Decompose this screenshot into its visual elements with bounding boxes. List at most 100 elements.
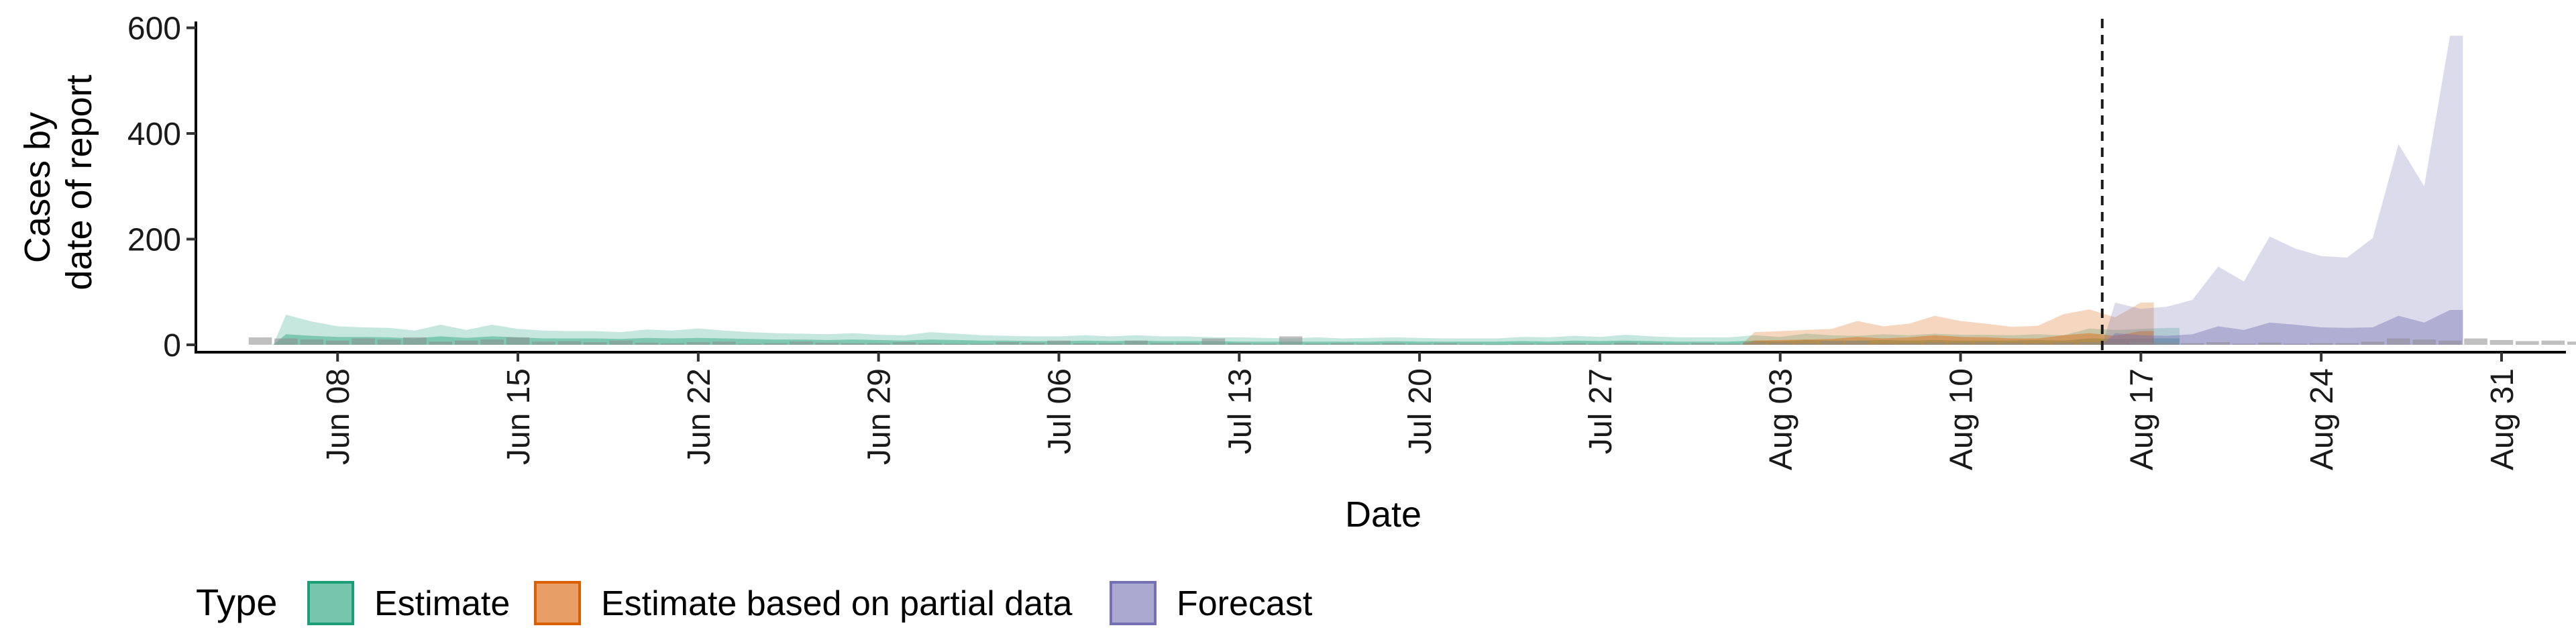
observed-bar <box>1923 342 1947 345</box>
y-axis-title-line1: Cases by <box>17 112 58 263</box>
y-axis-title: Cases by date of report <box>17 74 99 290</box>
x-tick-label: Aug 24 <box>2304 368 2340 470</box>
y-axis-title-line2: date of report <box>59 74 99 290</box>
observed-bar <box>1614 342 1638 345</box>
x-tick-label: Jun 29 <box>862 368 898 465</box>
observed-bar <box>2206 342 2230 345</box>
legend-label-forecast: Forecast <box>1177 584 1313 623</box>
observed-bar <box>1536 343 1560 345</box>
observed-bar <box>1691 343 1715 345</box>
observed-bar <box>661 343 684 345</box>
observed-bar <box>2516 341 2539 345</box>
observed-bar <box>1356 343 1380 345</box>
observed-bar <box>1485 344 1509 345</box>
observed-bar <box>1897 343 1921 345</box>
observed-bar <box>506 337 530 345</box>
observed-bar <box>635 342 659 345</box>
legend-label-partial: Estimate based on partial data <box>601 584 1073 623</box>
observed-bar <box>1228 343 1251 345</box>
observed-bar <box>2258 342 2282 345</box>
observed-bar <box>1717 343 1741 345</box>
observed-bar <box>1511 343 1534 345</box>
x-axis-title: Date <box>1345 494 1421 535</box>
observed-bar <box>867 343 890 345</box>
observed-bar <box>2051 342 2076 345</box>
observed-bar <box>377 339 401 345</box>
observed-bar <box>1305 343 1328 345</box>
observed-bar <box>429 341 453 345</box>
x-tick-label: Jul 13 <box>1222 368 1258 454</box>
observed-bar <box>1073 343 1097 345</box>
observed-bars <box>248 336 2576 345</box>
observed-bar <box>1124 340 1148 345</box>
observed-bar <box>1330 343 1354 345</box>
forecast-band-50 <box>2102 310 2463 345</box>
legend-key-partial <box>534 581 581 625</box>
y-tick-label: 0 <box>163 328 181 364</box>
legend-key-estimate <box>307 581 354 625</box>
observed-bar <box>1768 342 1792 345</box>
observed-bar <box>1949 342 1972 345</box>
observed-bar <box>1176 343 1199 345</box>
x-tick-label: Jul 06 <box>1042 368 1078 454</box>
observed-bar <box>1665 343 1689 345</box>
estimate-bands <box>273 36 2463 345</box>
observed-bar <box>996 342 1019 345</box>
observed-bar <box>2361 341 2385 345</box>
observed-bar <box>1562 343 1586 345</box>
observed-bar <box>1588 343 1612 345</box>
observed-bar <box>2078 342 2101 345</box>
x-tick-label: Aug 17 <box>2124 368 2159 470</box>
observed-bar <box>1201 338 1226 345</box>
observed-bar <box>815 342 839 345</box>
legend-title: Type <box>196 581 277 623</box>
observed-bar <box>274 338 298 345</box>
observed-bar <box>1021 342 1045 345</box>
x-tick-label: Aug 10 <box>1944 368 1980 470</box>
observed-bar <box>1434 343 1457 345</box>
observed-bar <box>1820 341 1843 345</box>
observed-bar <box>2026 343 2050 345</box>
legend-key-forecast <box>1110 581 1157 625</box>
observed-bar <box>1794 343 1818 345</box>
observed-bar <box>763 343 788 345</box>
observed-bar <box>2464 338 2487 345</box>
observed-bar <box>1743 342 1766 345</box>
x-tick-label: Jun 15 <box>501 368 537 465</box>
observed-bar <box>454 340 478 345</box>
observed-bar <box>2103 343 2127 345</box>
observed-bar <box>790 341 813 345</box>
observed-bar <box>1640 343 1663 345</box>
observed-bar <box>918 343 942 345</box>
observed-bar <box>1279 336 1303 345</box>
observed-bar <box>300 339 324 345</box>
observed-bar <box>2567 341 2576 345</box>
observed-bar <box>1382 343 1405 345</box>
observed-bar <box>738 343 761 345</box>
observed-bar <box>841 343 865 345</box>
observed-bar <box>584 342 607 345</box>
x-tick-label: Jun 08 <box>321 368 356 465</box>
observed-bar <box>2438 340 2462 345</box>
estimate-band-90 <box>273 315 2180 345</box>
observed-bar <box>970 343 994 345</box>
x-tick-label: Jul 20 <box>1403 368 1438 454</box>
observed-bar <box>2387 338 2410 345</box>
observed-bar <box>2232 343 2256 345</box>
estimate-band-50 <box>273 334 2180 345</box>
x-tick-label: Jun 22 <box>682 368 717 465</box>
observed-bar <box>686 342 710 345</box>
observed-bar <box>2541 340 2565 345</box>
observed-bar <box>480 339 504 345</box>
observed-bar <box>2000 342 2024 345</box>
observed-bar <box>532 341 555 345</box>
legend-label-estimate: Estimate <box>374 584 510 623</box>
observed-bar <box>1150 343 1174 345</box>
observed-bar <box>712 341 736 345</box>
y-tick-label: 400 <box>127 117 181 152</box>
observed-bar <box>248 337 272 345</box>
observed-bar <box>2155 342 2179 345</box>
observed-bar <box>2129 342 2153 345</box>
observed-bar <box>1253 343 1277 345</box>
